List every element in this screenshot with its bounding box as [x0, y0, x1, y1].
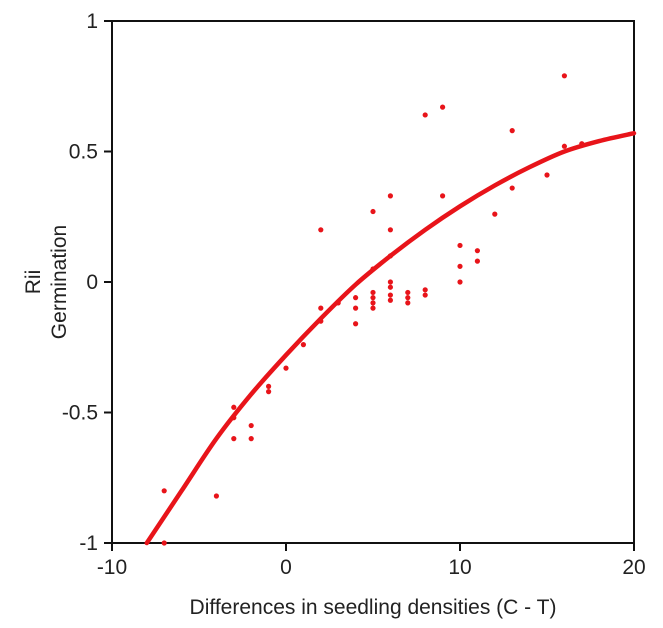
x-axis: -10 0 10 20: [97, 543, 646, 579]
data-point: [387, 292, 393, 298]
data-point: [231, 436, 237, 442]
data-point: [213, 493, 219, 499]
data-point: [387, 284, 393, 290]
data-point: [387, 253, 393, 259]
data-point: [457, 279, 463, 285]
x-tick-label: 0: [280, 556, 292, 579]
data-point: [440, 193, 446, 199]
data-points: [161, 73, 585, 546]
data-point: [457, 263, 463, 269]
data-point: [353, 305, 359, 311]
x-tick-label: 10: [448, 556, 471, 579]
y-tick-label: -0.5: [62, 402, 98, 425]
data-point: [370, 208, 376, 215]
data-point: [422, 112, 428, 118]
data-point: [318, 318, 324, 324]
data-point: [266, 383, 272, 389]
data-point: [474, 248, 480, 254]
x-tick-label: -10: [97, 556, 127, 579]
data-point: [283, 365, 289, 371]
data-point: [370, 266, 376, 272]
data-point: [387, 193, 393, 199]
data-point: [474, 258, 480, 264]
data-point: [405, 295, 411, 301]
data-point: [387, 227, 393, 233]
data-point: [422, 287, 428, 293]
y-axis-title-line2: Germination: [48, 225, 71, 339]
data-point: [561, 73, 568, 79]
data-point: [387, 297, 393, 303]
y-tick-label: 0.5: [69, 141, 98, 164]
data-point: [370, 289, 376, 296]
data-point: [579, 141, 585, 147]
data-point: [248, 422, 254, 429]
data-point: [405, 300, 411, 306]
data-point: [509, 128, 515, 134]
data-point: [353, 295, 359, 301]
plot-frame: [111, 20, 635, 544]
x-axis-title: Differences in seedling densities (C - T…: [190, 596, 557, 619]
data-point: [370, 300, 376, 306]
x-tick-label: 20: [622, 556, 645, 579]
data-point: [370, 305, 376, 311]
data-point: [422, 292, 428, 298]
data-point: [300, 342, 306, 348]
data-point: [387, 279, 393, 285]
data-point: [509, 185, 515, 191]
data-point: [318, 305, 324, 311]
y-axis-title-line1: Rii: [22, 270, 45, 295]
data-point: [161, 540, 167, 546]
data-point: [353, 321, 359, 327]
data-point: [370, 295, 376, 301]
data-point: [161, 488, 167, 494]
data-point: [492, 211, 498, 217]
data-point: [248, 436, 254, 442]
data-point: [405, 289, 411, 296]
data-point: [266, 389, 272, 395]
data-point: [318, 227, 324, 233]
y-tick-label: 0: [86, 271, 98, 294]
y-tick-label: 1: [86, 10, 98, 33]
data-point: [440, 104, 446, 110]
data-point: [231, 415, 237, 421]
data-point: [457, 242, 463, 249]
data-point: [544, 172, 550, 178]
y-tick-label: -1: [79, 532, 98, 555]
data-point: [231, 404, 237, 410]
data-point: [335, 300, 341, 306]
data-point: [561, 143, 568, 149]
y-axis: -1 -0.5 0 0.5 1: [62, 10, 112, 555]
